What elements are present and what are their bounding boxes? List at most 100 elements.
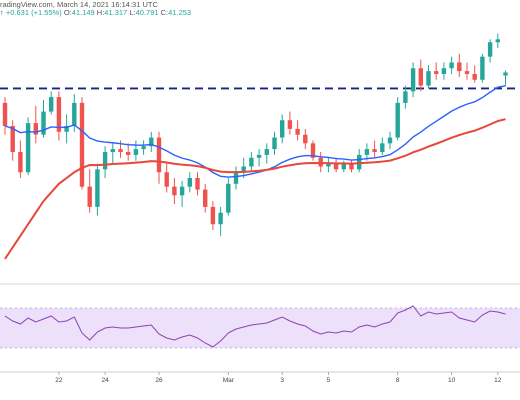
candle-body [203, 189, 208, 207]
candle[interactable] [295, 120, 300, 141]
candle[interactable] [264, 143, 269, 164]
candle[interactable] [41, 100, 46, 138]
candle[interactable] [87, 169, 92, 213]
candlesticks[interactable] [2, 33, 508, 236]
candle-body [426, 71, 431, 86]
candle-body [287, 120, 293, 129]
candle[interactable] [449, 56, 454, 74]
candle[interactable] [357, 149, 362, 173]
candle[interactable] [272, 131, 277, 155]
candle[interactable] [410, 62, 416, 98]
candle[interactable] [310, 140, 316, 161]
candle[interactable] [256, 149, 262, 167]
candle-body [303, 134, 308, 144]
candle[interactable] [56, 91, 62, 141]
candle[interactable] [349, 160, 354, 173]
candle[interactable] [457, 53, 462, 77]
candle-body [403, 91, 408, 103]
candle[interactable] [380, 137, 385, 155]
candle[interactable] [141, 140, 146, 155]
candle-body [233, 172, 239, 184]
candle[interactable] [434, 62, 439, 80]
ohlc-open-value: 41.149 [71, 8, 95, 17]
candle[interactable] [426, 65, 431, 89]
candle-body [434, 71, 439, 74]
candle[interactable] [395, 97, 400, 141]
candle-body [410, 68, 416, 92]
candle[interactable] [464, 62, 470, 80]
candle-body [256, 154, 262, 158]
candle[interactable] [364, 143, 370, 161]
candle-body [364, 149, 370, 155]
candle-body [241, 166, 246, 173]
rsi-line [4, 305, 506, 348]
candle[interactable] [387, 131, 393, 150]
candle[interactable] [156, 131, 162, 184]
ohlc-low-value: 40.791 [135, 8, 159, 17]
candle[interactable] [503, 70, 508, 86]
candle[interactable] [441, 62, 447, 80]
candle[interactable] [241, 157, 246, 178]
candle[interactable] [195, 172, 200, 196]
candle[interactable] [2, 97, 8, 135]
ohlc-low-label: L: [129, 8, 136, 17]
candle-body [72, 102, 77, 126]
candle-body [495, 39, 500, 43]
candle[interactable] [172, 178, 177, 204]
ohlc-close-value: 41.253 [168, 8, 192, 17]
time-tick-label: 26 [155, 377, 163, 384]
candle[interactable] [480, 53, 485, 83]
candle-body [10, 126, 15, 152]
candle[interactable] [10, 120, 15, 161]
candle[interactable] [333, 157, 339, 173]
candle[interactable] [95, 163, 100, 216]
candle[interactable] [318, 152, 323, 173]
candle[interactable] [403, 85, 408, 109]
candle-body [126, 152, 131, 155]
candle[interactable] [326, 157, 331, 173]
candle-body [95, 169, 100, 207]
candle[interactable] [287, 111, 293, 135]
candle-body [472, 74, 477, 80]
candle[interactable] [25, 117, 31, 176]
price-change: +0.631 (+1.55%) [5, 8, 62, 17]
candle[interactable] [18, 140, 23, 178]
candle[interactable] [164, 163, 169, 193]
candle[interactable] [102, 146, 108, 178]
candle[interactable] [203, 183, 208, 213]
candle[interactable] [149, 131, 154, 152]
candle[interactable] [33, 105, 38, 144]
candle[interactable] [179, 180, 185, 207]
candle-body [341, 163, 346, 170]
candle[interactable] [110, 143, 115, 164]
candle-body [487, 42, 493, 57]
candle[interactable] [133, 140, 139, 161]
candle-body [441, 68, 447, 74]
time-tick-label: 10 [448, 377, 456, 384]
rsi-band [0, 307, 520, 349]
candle[interactable] [418, 59, 423, 92]
candle[interactable] [280, 114, 285, 144]
candle-body [395, 102, 400, 138]
candle[interactable] [249, 152, 254, 173]
candle[interactable] [49, 91, 54, 115]
candle[interactable] [64, 114, 69, 144]
time-tick-label: 8 [396, 377, 400, 384]
candle[interactable] [495, 33, 500, 48]
candle-body [179, 186, 185, 196]
candle[interactable] [218, 206, 223, 236]
candle-body [295, 128, 300, 135]
candle[interactable] [233, 166, 239, 190]
candle-body [226, 183, 231, 213]
candle[interactable] [472, 65, 477, 83]
candle[interactable] [303, 128, 308, 150]
candle[interactable] [210, 201, 216, 230]
candle[interactable] [126, 143, 131, 161]
candle[interactable] [487, 39, 493, 63]
candle-body [87, 186, 92, 207]
candle[interactable] [79, 97, 85, 190]
candle[interactable] [187, 172, 192, 193]
candle[interactable] [372, 140, 377, 158]
candle[interactable] [226, 178, 231, 216]
